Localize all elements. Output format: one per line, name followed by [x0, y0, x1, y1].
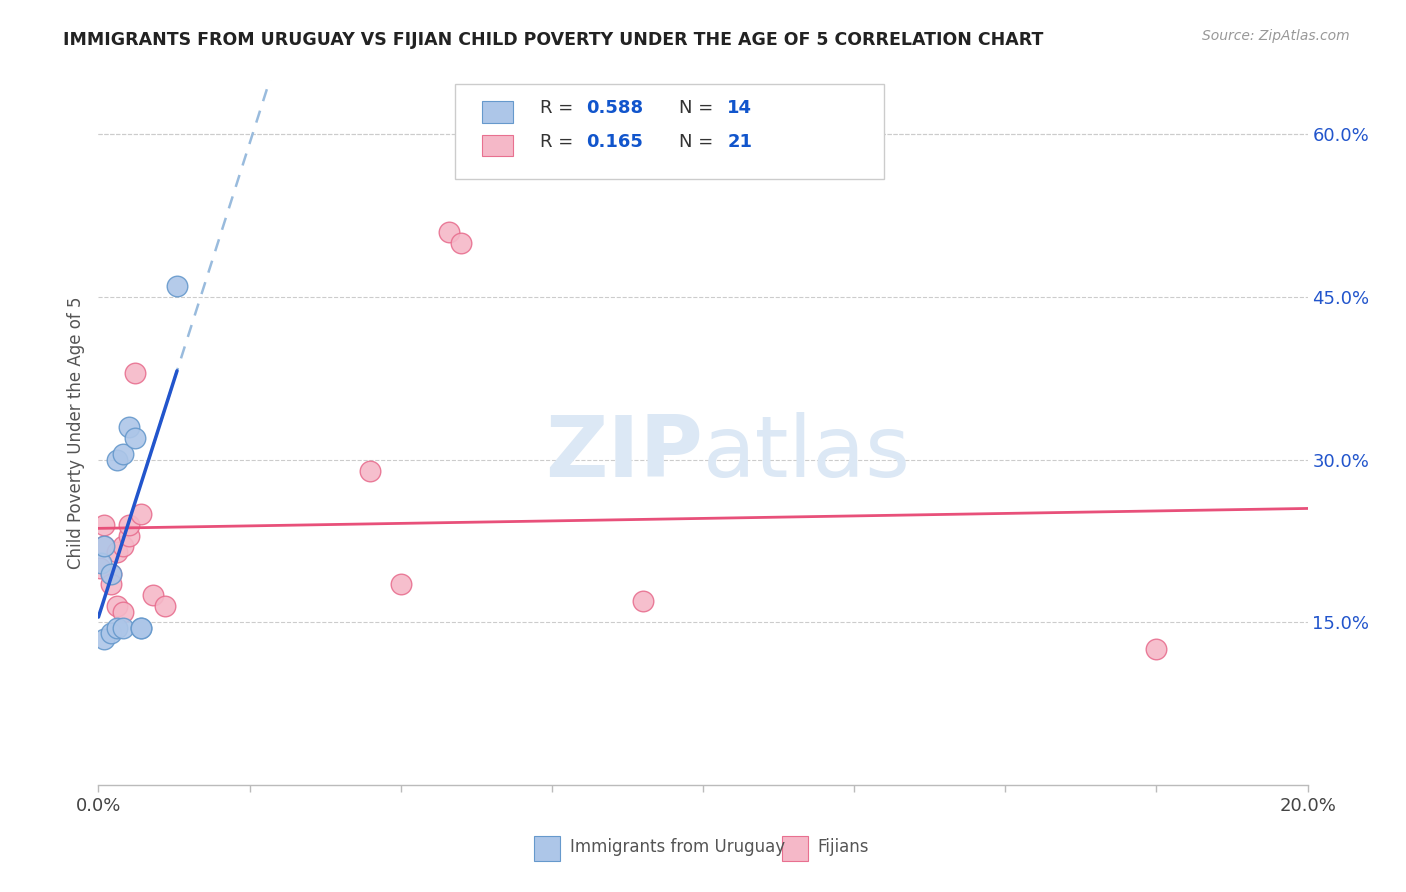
- FancyBboxPatch shape: [482, 136, 513, 156]
- Point: [93, 540, 115, 554]
- Y-axis label: Child Poverty Under the Age of 5: Child Poverty Under the Age of 5: [66, 296, 84, 569]
- Point: [129, 507, 152, 521]
- Point: [118, 517, 141, 532]
- Point: [93, 540, 115, 554]
- Point: [105, 599, 128, 613]
- Text: 21: 21: [727, 133, 752, 151]
- Point: [153, 599, 176, 613]
- Text: 0.588: 0.588: [586, 99, 643, 117]
- FancyBboxPatch shape: [782, 836, 808, 861]
- Point: [631, 593, 654, 607]
- Text: R =: R =: [540, 133, 579, 151]
- Point: [90, 556, 112, 570]
- Point: [129, 621, 152, 635]
- Point: [129, 621, 152, 635]
- Point: [450, 235, 472, 250]
- Point: [1144, 642, 1167, 657]
- Text: Source: ZipAtlas.com: Source: ZipAtlas.com: [1202, 29, 1350, 43]
- Point: [111, 605, 134, 619]
- Point: [100, 566, 122, 581]
- Point: [111, 447, 134, 461]
- Point: [166, 279, 188, 293]
- Text: atlas: atlas: [703, 412, 911, 495]
- FancyBboxPatch shape: [456, 84, 884, 179]
- Point: [437, 225, 460, 239]
- Point: [89, 561, 111, 575]
- Point: [124, 366, 146, 380]
- Point: [100, 577, 122, 591]
- Point: [100, 626, 122, 640]
- Point: [124, 431, 146, 445]
- Text: 14: 14: [727, 99, 752, 117]
- Point: [118, 528, 141, 542]
- Point: [93, 632, 115, 646]
- Point: [111, 621, 134, 635]
- Point: [142, 588, 165, 602]
- FancyBboxPatch shape: [482, 102, 513, 122]
- FancyBboxPatch shape: [534, 836, 561, 861]
- Text: IMMIGRANTS FROM URUGUAY VS FIJIAN CHILD POVERTY UNDER THE AGE OF 5 CORRELATION C: IMMIGRANTS FROM URUGUAY VS FIJIAN CHILD …: [63, 31, 1043, 49]
- Point: [118, 420, 141, 434]
- Point: [105, 621, 128, 635]
- Point: [105, 545, 128, 559]
- Text: N =: N =: [679, 99, 718, 117]
- Text: N =: N =: [679, 133, 718, 151]
- Point: [100, 566, 122, 581]
- Text: ZIP: ZIP: [546, 412, 703, 495]
- Text: Immigrants from Uruguay: Immigrants from Uruguay: [569, 838, 785, 856]
- Text: R =: R =: [540, 99, 579, 117]
- Text: Fijians: Fijians: [818, 838, 869, 856]
- Point: [389, 577, 412, 591]
- Point: [105, 452, 128, 467]
- Text: 0.165: 0.165: [586, 133, 643, 151]
- Point: [93, 517, 115, 532]
- Point: [111, 540, 134, 554]
- Point: [360, 464, 382, 478]
